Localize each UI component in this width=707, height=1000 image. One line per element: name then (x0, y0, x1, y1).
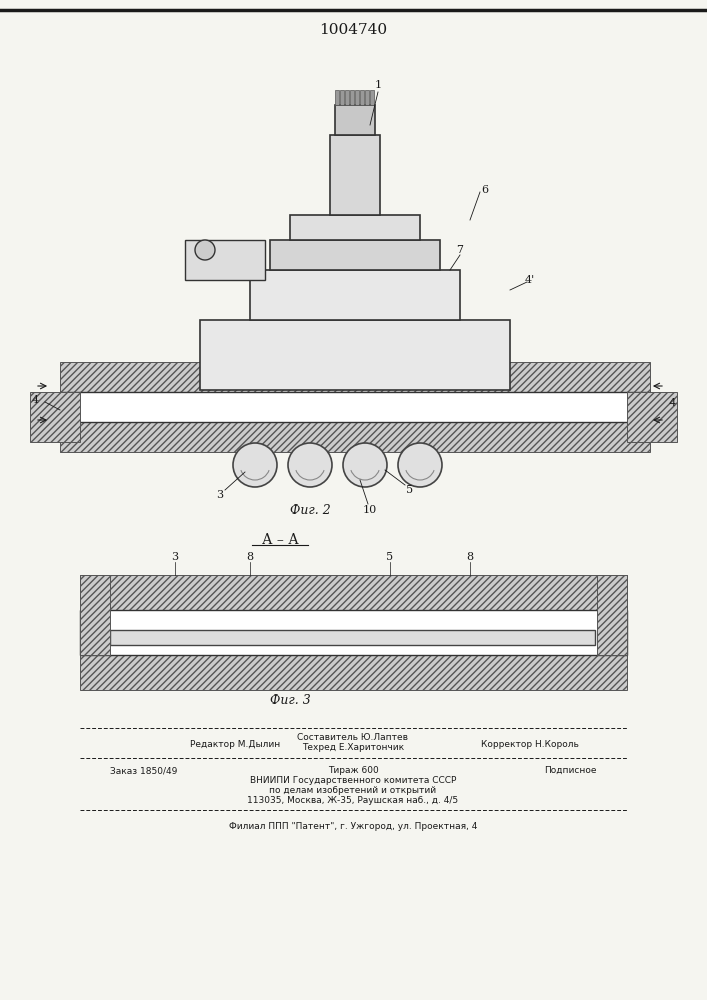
Text: 5: 5 (387, 552, 394, 562)
Text: 8: 8 (247, 552, 254, 562)
Bar (597, 575, 627, 655)
Bar (185, 240, 265, 280)
Text: Подписное: Подписное (544, 766, 596, 775)
Bar (330, 135, 380, 215)
Text: Техред Е.Харитончик: Техред Е.Харитончик (302, 743, 404, 752)
Text: Фиг. 3: Фиг. 3 (269, 694, 310, 706)
Bar (355, 90, 359, 105)
Text: Филиал ППП "Патент", г. Ужгород, ул. Проектная, 4: Филиал ППП "Патент", г. Ужгород, ул. Про… (229, 822, 477, 831)
Text: 3: 3 (216, 490, 223, 500)
Circle shape (398, 443, 442, 487)
Text: 3: 3 (171, 552, 179, 562)
Text: Редактор М.Дылин: Редактор М.Дылин (190, 740, 280, 749)
Bar (335, 90, 339, 105)
Text: Составитель Ю.Лаптев: Составитель Ю.Лаптев (298, 733, 409, 742)
Bar (60, 422, 650, 452)
Bar (290, 215, 420, 240)
Circle shape (195, 240, 215, 260)
Text: Тираж 600: Тираж 600 (327, 766, 378, 775)
Bar (365, 90, 369, 105)
Bar (80, 575, 627, 610)
Bar (250, 270, 460, 320)
Bar (350, 90, 354, 105)
Bar (345, 90, 349, 105)
Text: Фиг. 2: Фиг. 2 (290, 504, 330, 516)
Text: Заказ 1850/49: Заказ 1850/49 (110, 766, 177, 775)
Bar (80, 575, 110, 655)
Text: 4: 4 (668, 398, 676, 408)
Text: 5: 5 (407, 485, 414, 495)
Text: 6: 6 (481, 185, 489, 195)
Text: А – А: А – А (262, 533, 298, 547)
Text: 1: 1 (375, 80, 382, 90)
Bar (627, 392, 677, 442)
Text: 8: 8 (467, 552, 474, 562)
Text: 10: 10 (363, 505, 377, 515)
Bar (30, 392, 80, 442)
Text: Корректор Н.Король: Корректор Н.Король (481, 740, 579, 749)
Bar (200, 320, 510, 390)
Text: 7: 7 (457, 245, 464, 255)
Text: 113035, Москва, Ж-35, Раушская наб., д. 4/5: 113035, Москва, Ж-35, Раушская наб., д. … (247, 796, 459, 805)
Bar (335, 105, 375, 135)
Text: по делам изобретений и открытий: по делам изобретений и открытий (269, 786, 436, 795)
Circle shape (343, 443, 387, 487)
Bar (270, 240, 440, 270)
Text: ВНИИПИ Государственного комитета СССР: ВНИИПИ Государственного комитета СССР (250, 776, 456, 785)
Bar (110, 630, 595, 645)
Text: 4': 4' (525, 275, 535, 285)
Bar (80, 610, 627, 655)
Bar (360, 90, 364, 105)
Bar (60, 392, 650, 422)
Text: 1004740: 1004740 (319, 23, 387, 37)
Bar (60, 362, 650, 392)
Circle shape (233, 443, 277, 487)
Text: 4: 4 (31, 395, 39, 405)
Bar (370, 90, 374, 105)
Bar (340, 90, 344, 105)
Circle shape (288, 443, 332, 487)
Bar (80, 655, 627, 690)
